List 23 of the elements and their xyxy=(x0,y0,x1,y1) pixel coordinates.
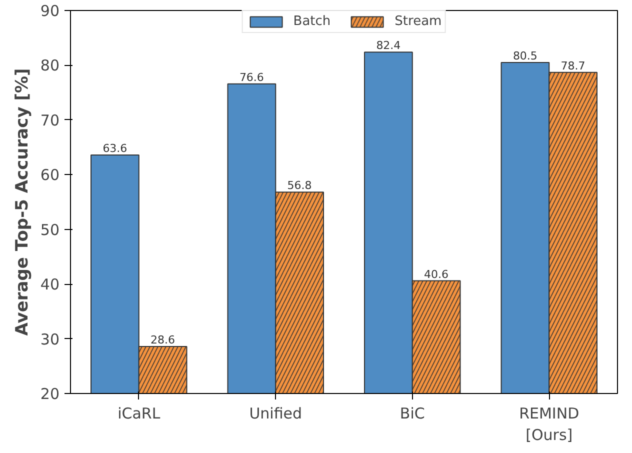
data-label: 80.5 xyxy=(512,49,538,62)
y-tick-label: 80 xyxy=(40,56,60,75)
x-tick-label: iCaRL xyxy=(118,404,161,422)
x-tick-label: Unified xyxy=(249,404,302,422)
y-axis-title: Average Top-5 Accuracy [%] xyxy=(12,68,32,336)
y-tick-label: 60 xyxy=(40,166,60,184)
data-label: 40.6 xyxy=(424,268,449,281)
y-tick-label: 50 xyxy=(40,220,60,239)
data-label: 28.6 xyxy=(150,333,176,346)
x-tick-label: BiC xyxy=(400,404,425,422)
y-tick-label: 90 xyxy=(40,2,60,20)
data-label: 78.7 xyxy=(560,59,586,72)
data-label: 76.6 xyxy=(239,70,264,84)
legend-label: Batch xyxy=(293,14,331,29)
y-tick-label: 20 xyxy=(40,385,60,403)
data-label: 63.6 xyxy=(102,142,128,155)
x-tick-label: REMIND [Ours] xyxy=(519,404,580,444)
y-tick-label: 30 xyxy=(40,330,60,348)
data-label: 82.4 xyxy=(376,39,401,52)
y-tick-label: 40 xyxy=(40,276,60,294)
data-label: 56.8 xyxy=(287,179,312,192)
y-tick-label: 70 xyxy=(40,111,60,130)
legend-label: Stream xyxy=(394,14,442,29)
